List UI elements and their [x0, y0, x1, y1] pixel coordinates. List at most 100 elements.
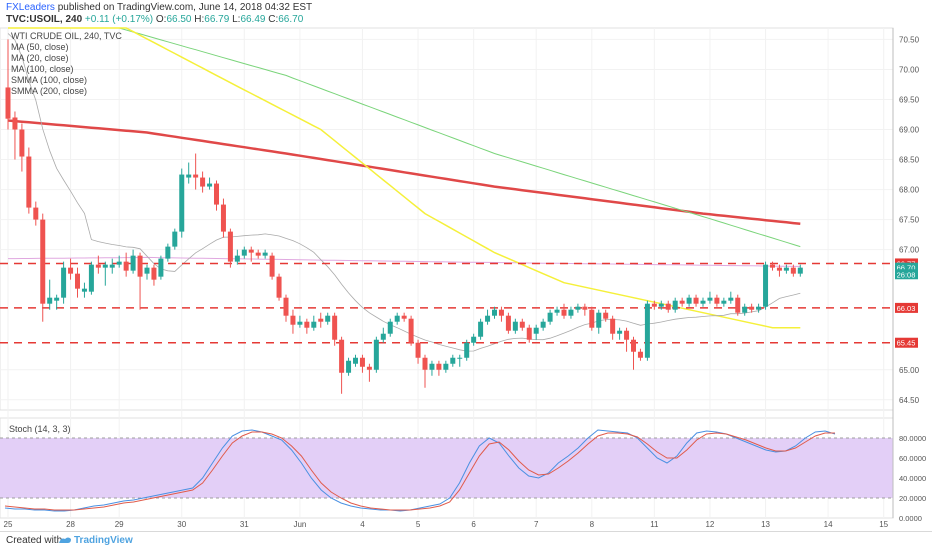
candle[interactable] — [33, 201, 39, 226]
candle[interactable] — [5, 39, 11, 130]
candle[interactable] — [95, 255, 101, 274]
candle[interactable] — [172, 228, 178, 250]
candle[interactable] — [401, 312, 407, 322]
candle[interactable] — [116, 255, 122, 268]
candle[interactable] — [234, 249, 240, 265]
candle[interactable] — [617, 327, 623, 340]
candle[interactable] — [61, 261, 67, 304]
candle[interactable] — [693, 294, 699, 307]
legend-study-smma200[interactable]: SMMA (200, close) — [11, 86, 87, 96]
candle[interactable] — [665, 300, 671, 313]
candle[interactable] — [450, 354, 456, 367]
candle[interactable] — [269, 252, 275, 280]
candle[interactable] — [436, 360, 442, 376]
candle[interactable] — [415, 339, 421, 364]
candle[interactable] — [797, 264, 803, 277]
candle[interactable] — [297, 315, 303, 328]
candle[interactable] — [214, 180, 219, 211]
candle[interactable] — [241, 246, 247, 259]
candle[interactable] — [471, 333, 477, 346]
candle[interactable] — [735, 294, 741, 316]
candle[interactable] — [443, 360, 449, 373]
candle[interactable] — [408, 315, 414, 346]
candle[interactable] — [102, 261, 108, 286]
candle[interactable] — [144, 264, 150, 280]
candle[interactable] — [644, 300, 650, 361]
candle[interactable] — [158, 255, 164, 280]
candle[interactable] — [728, 291, 734, 304]
candle[interactable] — [207, 177, 213, 190]
candle[interactable] — [332, 312, 338, 346]
candle[interactable] — [227, 228, 233, 268]
candle[interactable] — [790, 264, 796, 277]
candle[interactable] — [283, 294, 289, 322]
candle[interactable] — [714, 294, 720, 307]
candle[interactable] — [248, 246, 254, 262]
candle[interactable] — [276, 273, 282, 301]
candle[interactable] — [770, 261, 775, 271]
candle[interactable] — [165, 243, 171, 262]
candle[interactable] — [40, 213, 46, 322]
candle[interactable] — [505, 312, 511, 334]
candle[interactable] — [492, 306, 497, 319]
candle[interactable] — [68, 258, 74, 280]
candle[interactable] — [679, 297, 685, 307]
stoch-panel[interactable]: 80.0000 60.0000 40.0000 20.0000 0.0000 — [0, 429, 926, 523]
candle[interactable] — [610, 315, 616, 340]
candle[interactable] — [575, 303, 581, 313]
candle[interactable] — [311, 315, 317, 331]
candle[interactable] — [130, 249, 136, 274]
candle[interactable] — [589, 306, 595, 331]
candle[interactable] — [561, 303, 567, 319]
candle[interactable] — [742, 303, 748, 316]
candle[interactable] — [756, 303, 762, 313]
legend-study-ma20[interactable]: MA (20, close) — [11, 53, 69, 63]
candle[interactable] — [380, 327, 386, 343]
candle[interactable] — [304, 318, 310, 334]
candle[interactable] — [366, 363, 372, 382]
candle[interactable] — [624, 327, 630, 352]
candle[interactable] — [721, 297, 727, 307]
candles[interactable] — [5, 39, 803, 394]
candle[interactable] — [200, 171, 206, 193]
candle[interactable] — [763, 261, 769, 310]
candle[interactable] — [686, 294, 692, 307]
candle[interactable] — [325, 312, 331, 325]
candle[interactable] — [75, 267, 80, 298]
candle[interactable] — [255, 249, 261, 259]
stoch-label[interactable]: Stoch (14, 3, 3) — [9, 424, 71, 434]
candle[interactable] — [429, 360, 435, 376]
candle[interactable] — [220, 198, 226, 238]
candle[interactable] — [179, 168, 185, 238]
candle[interactable] — [603, 309, 609, 322]
candle[interactable] — [137, 252, 143, 310]
candle[interactable] — [547, 309, 553, 325]
candle[interactable] — [568, 306, 574, 319]
candle[interactable] — [526, 324, 532, 343]
candle[interactable] — [81, 282, 87, 298]
candle[interactable] — [19, 123, 25, 172]
candle[interactable] — [373, 336, 379, 373]
legend-study-smma100[interactable]: SMMA (100, close) — [11, 75, 87, 85]
candle[interactable] — [540, 318, 546, 331]
candle[interactable] — [88, 261, 94, 295]
candle[interactable] — [193, 153, 199, 190]
candle[interactable] — [512, 318, 518, 334]
candle[interactable] — [47, 279, 53, 310]
candle[interactable] — [186, 162, 192, 184]
candle[interactable] — [318, 312, 324, 328]
candle[interactable] — [464, 339, 470, 361]
candle[interactable] — [339, 336, 345, 394]
candle[interactable] — [776, 264, 782, 277]
candle[interactable] — [498, 306, 504, 322]
candle[interactable] — [353, 354, 358, 367]
candle[interactable] — [783, 264, 789, 274]
legend-study-ma50[interactable]: MA (50, close) — [11, 42, 69, 52]
tradingview-brand[interactable]: TradingView — [74, 535, 133, 546]
candle[interactable] — [12, 111, 18, 160]
candle[interactable] — [485, 309, 491, 325]
publisher-name[interactable]: FXLeaders — [6, 2, 55, 13]
candle[interactable] — [707, 291, 713, 304]
candle[interactable] — [582, 303, 588, 316]
candle[interactable] — [533, 324, 539, 340]
